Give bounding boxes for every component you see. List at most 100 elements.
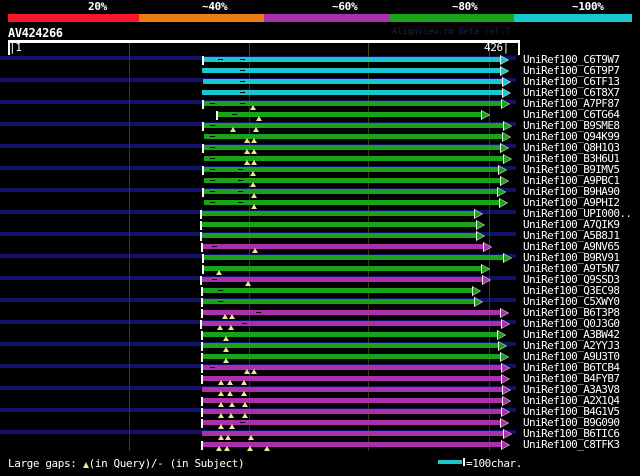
hit-arrowhead-fill xyxy=(502,408,509,416)
query-gap-marker-3 xyxy=(264,446,270,451)
query-gap-marker-1 xyxy=(251,369,257,374)
table-row[interactable]: UniRef100_C6TF13 xyxy=(0,75,640,88)
table-row[interactable]: UniRef100_C6T9W7 xyxy=(0,53,640,66)
table-row[interactable]: UniRef100_A9T5N7 xyxy=(0,262,640,275)
percent-label-0: 20% xyxy=(88,0,107,13)
table-row[interactable]: UniRef100_B6TIC6 xyxy=(0,427,640,440)
hit-bar xyxy=(203,343,498,348)
table-row[interactable]: UniRef100_A9NV65 xyxy=(0,240,640,253)
table-row[interactable]: UniRef100_A2X1Q4 xyxy=(0,394,640,407)
gap-triangle-icon xyxy=(82,462,89,468)
hit-arrowhead-fill xyxy=(498,331,505,339)
hit-label: UniRef100_A9PHI2 xyxy=(523,196,620,209)
hit-label: UniRef100_C6T9W7 xyxy=(523,53,620,66)
query-gap-marker-0 xyxy=(218,380,224,385)
table-row[interactable]: UniRef100_A5B8J1 xyxy=(0,229,640,242)
hit-bar xyxy=(204,167,498,172)
table-row[interactable]: UniRef100_UPI000.. xyxy=(0,207,640,220)
hit-label: UniRef100_Q0J3G0 xyxy=(523,317,620,330)
grid-line-3 xyxy=(489,286,490,297)
table-row[interactable]: UniRef100_A2YYJ3 xyxy=(0,339,640,352)
hit-label: UniRef100_C6T8X7 xyxy=(523,86,620,99)
hit-arrowhead-fill xyxy=(501,144,508,152)
query-gap-marker-2 xyxy=(247,446,253,451)
table-row[interactable]: UniRef100_A3A3V8 xyxy=(0,383,640,396)
query-gap-marker-1 xyxy=(251,138,257,143)
table-row[interactable]: UniRef100_A3BW42 xyxy=(0,328,640,341)
hit-start-marker xyxy=(201,353,203,362)
table-row[interactable]: UniRef100_B6T3P8 xyxy=(0,306,640,319)
query-gap-marker-0 xyxy=(223,336,229,341)
table-row[interactable]: UniRef100_A7QIK9 xyxy=(0,218,640,231)
table-row[interactable]: UniRef100_B9HA90 xyxy=(0,185,640,198)
grid-line-0 xyxy=(129,143,130,154)
table-row[interactable]: UniRef100_Q8H1Q3 xyxy=(0,141,640,154)
table-row[interactable]: UniRef100_B4G1V5 xyxy=(0,405,640,418)
query-gap-marker-0 xyxy=(250,182,256,187)
grid-line-0 xyxy=(129,110,130,121)
query-gap-marker-2 xyxy=(241,380,247,385)
subject-gap-mark-1 xyxy=(240,59,245,60)
hit-arrowhead-fill xyxy=(477,232,484,240)
hit-start-marker xyxy=(202,265,204,274)
hit-label: UniRef100_B3H6U1 xyxy=(523,152,620,165)
hit-start-marker xyxy=(200,232,202,241)
table-row[interactable]: UniRef100_Q3EC98 xyxy=(0,284,640,297)
table-row[interactable]: UniRef100_C8TFK3 xyxy=(0,438,640,451)
hit-arrowhead-fill xyxy=(482,111,489,119)
hit-label: UniRef100_B9RV91 xyxy=(523,251,620,264)
table-row[interactable]: UniRef100_B3H6U1 xyxy=(0,152,640,165)
hit-label: UniRef100_B6T3P8 xyxy=(523,306,620,319)
hit-arrowhead-fill xyxy=(501,309,508,317)
query-sequence-rule xyxy=(8,40,520,43)
table-row[interactable]: UniRef100_A7PF87 xyxy=(0,97,640,110)
query-gap-marker-1 xyxy=(224,446,230,451)
subject-gap-mark-0 xyxy=(240,70,245,71)
subject-gap-mark-0 xyxy=(242,323,247,324)
table-row[interactable]: UniRef100_C6TG64 xyxy=(0,108,640,121)
query-gap-marker-2 xyxy=(241,391,247,396)
grid-line-0 xyxy=(129,242,130,253)
scale-tick-icon xyxy=(463,458,465,466)
hit-bar xyxy=(204,156,503,161)
table-row[interactable]: UniRef100_B9SME8 xyxy=(0,119,640,132)
table-row[interactable]: UniRef100_B6TCB4 xyxy=(0,361,640,374)
table-row[interactable]: UniRef100_C6T9P7 xyxy=(0,64,640,77)
hit-start-marker xyxy=(201,375,203,384)
alignment-hit-rows: UniRef100_C6T9W7 UniRef100_C6T9P7 UniRef10… xyxy=(0,53,640,455)
query-gap-marker-0 xyxy=(223,347,229,352)
hit-arrowhead-fill xyxy=(475,210,482,218)
query-gap-marker-0 xyxy=(216,270,222,275)
grid-line-0 xyxy=(129,66,130,77)
hit-start-marker xyxy=(200,320,202,329)
colorbar-band-40 xyxy=(139,14,264,22)
table-row[interactable]: UniRef100_A9PBC1 xyxy=(0,174,640,187)
table-row[interactable]: UniRef100_C5XWY0 xyxy=(0,295,640,308)
gap-legend-suffix: (in Query)/- (in Subject) xyxy=(88,457,245,470)
query-gap-marker-1 xyxy=(253,127,259,132)
grid-line-3 xyxy=(489,220,490,231)
percent-identity-colorbar xyxy=(8,14,632,22)
table-row[interactable]: UniRef100_A9U3T0 xyxy=(0,350,640,363)
table-row[interactable]: UniRef100_B4FYB7 xyxy=(0,372,640,385)
hit-bar xyxy=(202,387,502,392)
table-row[interactable]: UniRef100_C6T8X7 xyxy=(0,86,640,99)
hit-arrowhead-fill xyxy=(504,155,511,163)
table-row[interactable]: UniRef100_Q94K99 xyxy=(0,130,640,143)
hit-bar xyxy=(202,277,482,282)
hit-label: UniRef100_B9IMV5 xyxy=(523,163,620,176)
table-row[interactable]: UniRef100_B9RV91 xyxy=(0,251,640,264)
grid-line-0 xyxy=(129,341,130,352)
hit-label: UniRef100_A5B8J1 xyxy=(523,229,620,242)
table-row[interactable]: UniRef100_B9G090 xyxy=(0,416,640,429)
hit-start-marker xyxy=(201,243,203,252)
ruler-start-marker xyxy=(8,43,10,55)
table-row[interactable]: UniRef100_Q9SSD3 xyxy=(0,273,640,286)
table-row[interactable]: UniRef100_A9PHI2 xyxy=(0,196,640,209)
colorbar-band-20 xyxy=(8,14,139,22)
table-row[interactable]: UniRef100_B9IMV5 xyxy=(0,163,640,176)
hit-start-marker xyxy=(201,309,203,318)
table-row[interactable]: UniRef100_Q0J3G0 xyxy=(0,317,640,330)
query-gap-marker-0 xyxy=(223,358,229,363)
hit-arrowhead-fill xyxy=(477,221,484,229)
